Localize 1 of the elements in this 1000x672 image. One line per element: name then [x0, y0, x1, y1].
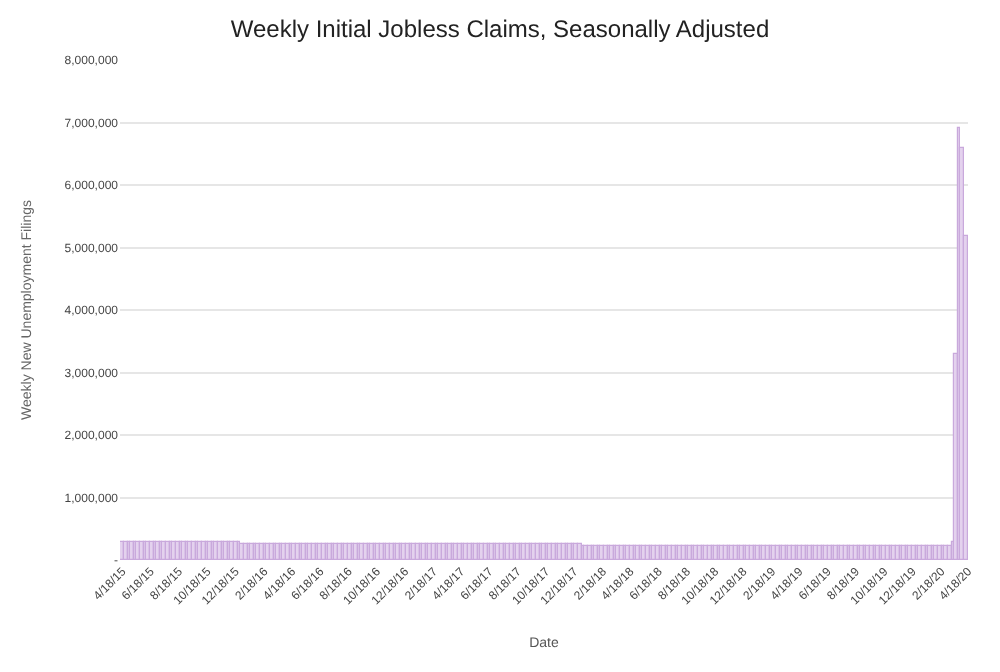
chart-title: Weekly Initial Jobless Claims, Seasonally Adjusted [230, 14, 770, 43]
